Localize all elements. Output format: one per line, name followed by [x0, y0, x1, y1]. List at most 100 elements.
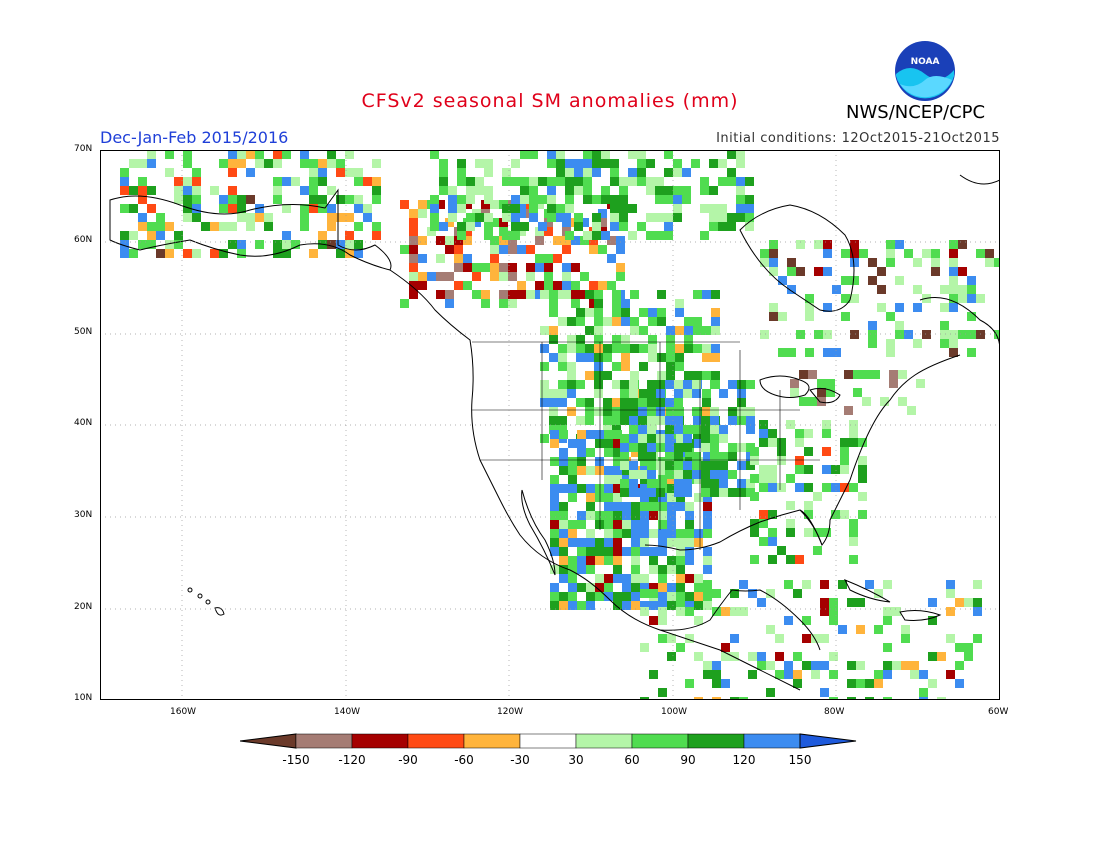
anomaly-cell: [568, 601, 577, 610]
anomaly-cell: [946, 589, 955, 598]
anomaly-cell: [556, 177, 565, 186]
anomaly-cell: [603, 353, 612, 362]
anomaly-cell: [784, 616, 793, 625]
anomaly-cell: [865, 580, 874, 589]
anomaly-cell: [621, 299, 630, 308]
anomaly-cell: [676, 583, 685, 592]
anomaly-cell: [778, 312, 787, 321]
anomaly-cell: [710, 443, 719, 452]
anomaly-cell: [603, 371, 612, 380]
anomaly-cell: [620, 407, 629, 416]
logo-text: NOAA: [911, 57, 940, 67]
anomaly-cell: [567, 344, 576, 353]
anomaly-cell: [658, 511, 667, 520]
anomaly-cell: [264, 159, 273, 168]
anomaly-cell: [559, 565, 568, 574]
anomaly-cell: [829, 670, 838, 679]
anomaly-cell: [436, 290, 445, 299]
anomaly-cell: [949, 249, 958, 258]
anomaly-cell: [484, 231, 493, 240]
anomaly-cell: [576, 335, 585, 344]
anomaly-cell: [586, 502, 595, 511]
anomaly-cell: [336, 159, 345, 168]
anomaly-cell: [736, 186, 745, 195]
anomaly-cell: [769, 240, 778, 249]
anomaly-cell: [562, 218, 571, 227]
anomaly-cell: [586, 547, 595, 556]
anomaly-cell: [667, 520, 676, 529]
anomaly-cell: [841, 294, 850, 303]
anomaly-cell: [817, 397, 826, 406]
legend-swatch: [295, 733, 353, 749]
anomaly-cell: [886, 258, 895, 267]
anomaly-cell: [544, 272, 553, 281]
anomaly-cell: [768, 465, 777, 474]
anomaly-cell: [372, 159, 381, 168]
anomaly-cell: [786, 519, 795, 528]
anomaly-cell: [769, 249, 778, 258]
anomaly-cell: [610, 168, 619, 177]
anomaly-cell: [409, 290, 418, 299]
anomaly-cell: [363, 204, 372, 213]
anomaly-cell: [631, 529, 640, 538]
anomaly-cell: [463, 281, 472, 290]
anomaly-cell: [499, 299, 508, 308]
anomaly-cell: [300, 159, 309, 168]
anomaly-cell: [264, 222, 273, 231]
anomaly-cell: [550, 430, 559, 439]
anomaly-cell: [550, 439, 559, 448]
anomaly-cell: [620, 416, 629, 425]
anomaly-cell: [973, 634, 982, 643]
anomaly-cell: [693, 434, 702, 443]
anomaly-cell: [601, 186, 610, 195]
anomaly-cell: [746, 407, 755, 416]
anomaly-cell: [613, 601, 622, 610]
anomaly-cell: [565, 177, 574, 186]
anomaly-cell: [409, 236, 418, 245]
anomaly-cell: [619, 204, 628, 213]
anomaly-cell: [589, 236, 598, 245]
anomaly-cell: [766, 589, 775, 598]
anomaly-cell: [192, 186, 201, 195]
map-canvas: [99, 149, 1003, 706]
anomaly-cell: [577, 565, 586, 574]
anomaly-cell: [859, 249, 868, 258]
anomaly-cell: [568, 466, 577, 475]
anomaly-cell: [228, 195, 237, 204]
anomaly-cell: [840, 456, 849, 465]
anomaly-cell: [777, 447, 786, 456]
anomaly-cell: [550, 547, 559, 556]
anomaly-cell: [847, 661, 856, 670]
anomaly-cell: [228, 186, 237, 195]
anomaly-cell: [638, 407, 647, 416]
anomaly-cell: [612, 398, 621, 407]
anomaly-cell: [822, 528, 831, 537]
anomaly-cell: [174, 195, 183, 204]
anomaly-cell: [849, 519, 858, 528]
anomaly-cell: [538, 222, 547, 231]
anomaly-cell: [795, 456, 804, 465]
anomaly-cell: [795, 438, 804, 447]
anomaly-cell: [777, 456, 786, 465]
anomaly-cell: [327, 204, 336, 213]
anomaly-cell: [703, 547, 712, 556]
anomaly-cell: [901, 625, 910, 634]
anomaly-cell: [630, 344, 639, 353]
anomaly-cell: [703, 448, 712, 457]
anomaly-cell: [562, 245, 571, 254]
anomaly-cell: [928, 616, 937, 625]
anomaly-cell: [640, 589, 649, 598]
anomaly-cell: [502, 213, 511, 222]
legend-swatch: [519, 733, 577, 749]
anomaly-cell: [490, 236, 499, 245]
anomaly-cell: [658, 538, 667, 547]
anomaly-cell: [682, 195, 691, 204]
anomaly-cell: [327, 159, 336, 168]
anomaly-cell: [567, 362, 576, 371]
anomaly-cell: [667, 583, 676, 592]
anomaly-cell: [457, 231, 466, 240]
anomaly-cell: [619, 186, 628, 195]
anomaly-cell: [649, 601, 658, 610]
anomaly-cell: [517, 200, 526, 209]
anomaly-cell: [418, 254, 427, 263]
